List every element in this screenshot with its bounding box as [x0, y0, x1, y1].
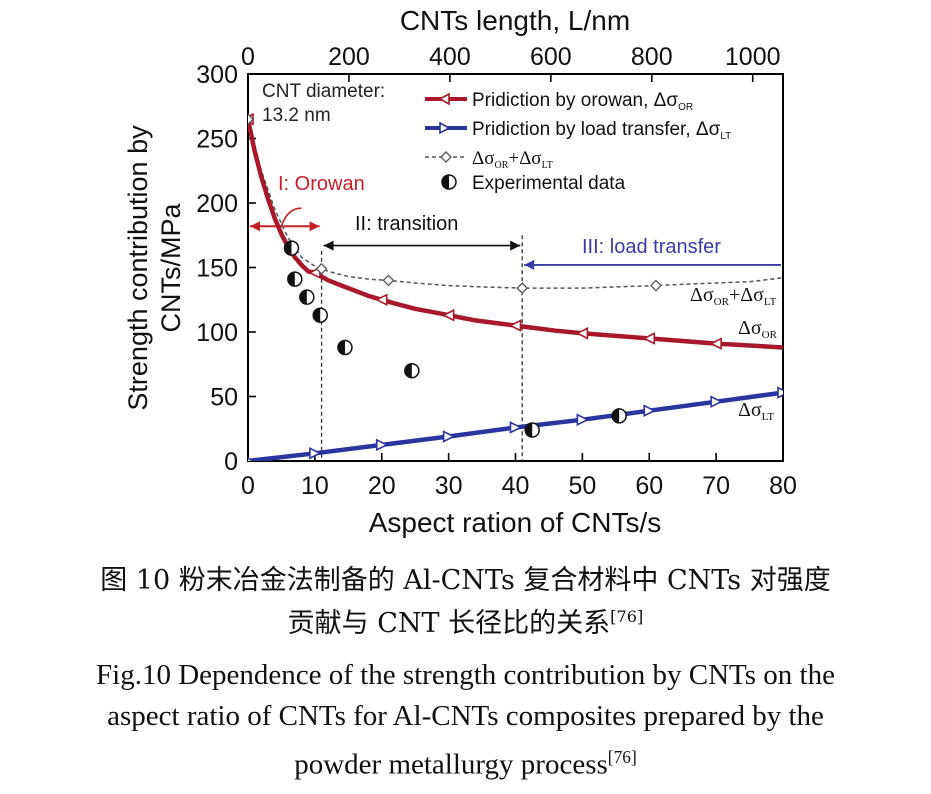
y-tick-label: 300	[196, 61, 238, 89]
experimental-point-fill	[287, 272, 295, 287]
experimental-point-fill	[299, 290, 307, 305]
orowan-marker	[575, 326, 589, 340]
x2-tick-label: 400	[429, 43, 471, 71]
x-tick-label: 80	[769, 472, 797, 500]
axis-ticks: 0 10 20 30 40 50 60 70 800 200 400 600 800 1000050100…	[196, 43, 797, 500]
caption-en-line1: Fig.10 Dependence of the strength contri…	[96, 659, 835, 691]
sum-marker	[315, 262, 328, 275]
sum-marker	[650, 279, 662, 292]
y-tick-label: 150	[196, 255, 238, 283]
caption-cn-line2-text: 贡献与 CNT 长径比的关系	[287, 608, 611, 639]
legend-sum-text: ΔσOR+ΔσLT	[472, 148, 553, 171]
legend-exp-marker-fill	[442, 175, 449, 189]
lt-marker	[375, 438, 389, 452]
sum-marker	[382, 274, 395, 287]
legend-lt-marker	[439, 121, 451, 135]
experimental-point-fill	[525, 423, 533, 438]
experimental-point-fill	[404, 363, 412, 378]
diameter-note-line1: CNT diameter:	[262, 81, 385, 102]
legend-sum-marker	[440, 151, 452, 163]
series-sum-line	[248, 119, 783, 289]
experimental-point-fill	[612, 408, 620, 423]
x2-tick-label: 200	[328, 43, 370, 71]
caption-en-line3-text: powder metallurgy process	[294, 748, 608, 781]
x-tick-label: 50	[568, 472, 596, 500]
caption-en: Fig.10 Dependence of the strength contri…	[0, 655, 931, 786]
lt-marker	[248, 457, 255, 461]
x2-tick-label: 0	[241, 43, 255, 71]
chart-figure: 0 10 20 30 40 50 60 70 800 200 400 600 800 1000050100…	[123, 5, 797, 538]
orowan-marker	[441, 308, 455, 322]
legend-lt-text: Pridiction by load transfer, ΔσLT	[472, 119, 731, 142]
caption-en-ref: [76]	[607, 747, 637, 767]
sum-marker	[516, 282, 529, 295]
orowan-marker	[374, 293, 388, 307]
region2-label: II: transition	[355, 213, 458, 235]
y-tick-label: 100	[196, 319, 238, 347]
legend-orowan-text: Pridiction by orowan, ΔσOR	[472, 90, 693, 113]
region1-label: I: Orowan	[278, 173, 365, 195]
series-layer	[248, 112, 783, 461]
orowan-marker	[642, 332, 656, 345]
orowan-curve-label: ΔσOR	[738, 317, 778, 341]
region1-arrowhead-right	[309, 221, 320, 232]
y-tick-label: 50	[210, 384, 238, 412]
caption-cn-ref: [76]	[610, 607, 644, 626]
y-tick-label: 200	[196, 190, 238, 218]
experimental-points	[283, 240, 627, 438]
lt-marker	[509, 421, 523, 434]
lt-marker	[643, 404, 657, 417]
sum-curve-label: ΔσOR+ΔσLT	[690, 284, 777, 308]
orowan-marker	[508, 319, 522, 332]
diameter-note-line2: 13.2 nm	[262, 105, 331, 126]
lt-curve-label: ΔσLT	[738, 399, 774, 423]
lt-marker	[777, 386, 783, 399]
legend-orowan-marker	[438, 92, 450, 106]
x-tick-label: 20	[368, 472, 396, 500]
region3-label: III: load transfer	[582, 236, 721, 258]
region2-arrowhead-left	[323, 240, 334, 251]
sum-marker	[248, 113, 254, 126]
x-tick-label: 10	[301, 472, 329, 500]
x-tick-label: 30	[435, 472, 463, 500]
lt-marker	[309, 446, 322, 460]
orowan-marker	[709, 337, 722, 350]
caption-cn-line2: 贡献与 CNT 长径比的关系[76]	[0, 599, 931, 642]
y-axis-title-line1: Strength contribution by	[123, 125, 153, 411]
legend: Pridiction by orowan, ΔσOR Pridiction by…	[425, 90, 731, 194]
lt-marker	[576, 413, 590, 427]
region2-arrowhead-right	[510, 240, 521, 251]
y-tick-label: 250	[196, 126, 238, 154]
x-tick-label: 0	[241, 472, 255, 500]
region1-arrowhead-left	[250, 221, 260, 232]
region-markers	[250, 207, 781, 461]
lt-marker	[442, 430, 456, 443]
caption-en-line3: powder metallurgy process[76]	[0, 737, 931, 786]
x2-tick-label: 1000	[725, 43, 781, 71]
lt-marker	[710, 395, 723, 408]
experimental-point-fill	[337, 340, 345, 355]
x-tick-label: 40	[502, 472, 530, 500]
y-tick-label: 0	[224, 448, 238, 476]
x2-axis-title: CNTs length, L/nm	[400, 5, 630, 36]
caption-cn: 图 10 粉末冶金法制备的 Al-CNTs 复合材料中 CNTs 对强度 贡献与…	[0, 563, 931, 642]
experimental-point-fill	[313, 308, 321, 323]
region1-callout	[280, 207, 302, 227]
caption-en-line2: aspect ratio of CNTs for Al-CNTs composi…	[107, 700, 824, 732]
legend-exp-text: Experimental data	[472, 173, 626, 194]
y-axis-title-line2: CNTs/MPa	[156, 203, 186, 333]
x2-tick-label: 800	[631, 43, 673, 71]
x2-tick-label: 600	[530, 43, 572, 71]
x-tick-label: 70	[702, 472, 730, 500]
region3-arrowhead	[524, 259, 535, 270]
experimental-point-fill	[284, 241, 292, 256]
x-axis-title: Aspect ration of CNTs/s	[369, 507, 662, 538]
caption-cn-line1: 图 10 粉末冶金法制备的 Al-CNTs 复合材料中 CNTs 对强度	[100, 565, 831, 596]
x-tick-label: 60	[635, 472, 663, 500]
